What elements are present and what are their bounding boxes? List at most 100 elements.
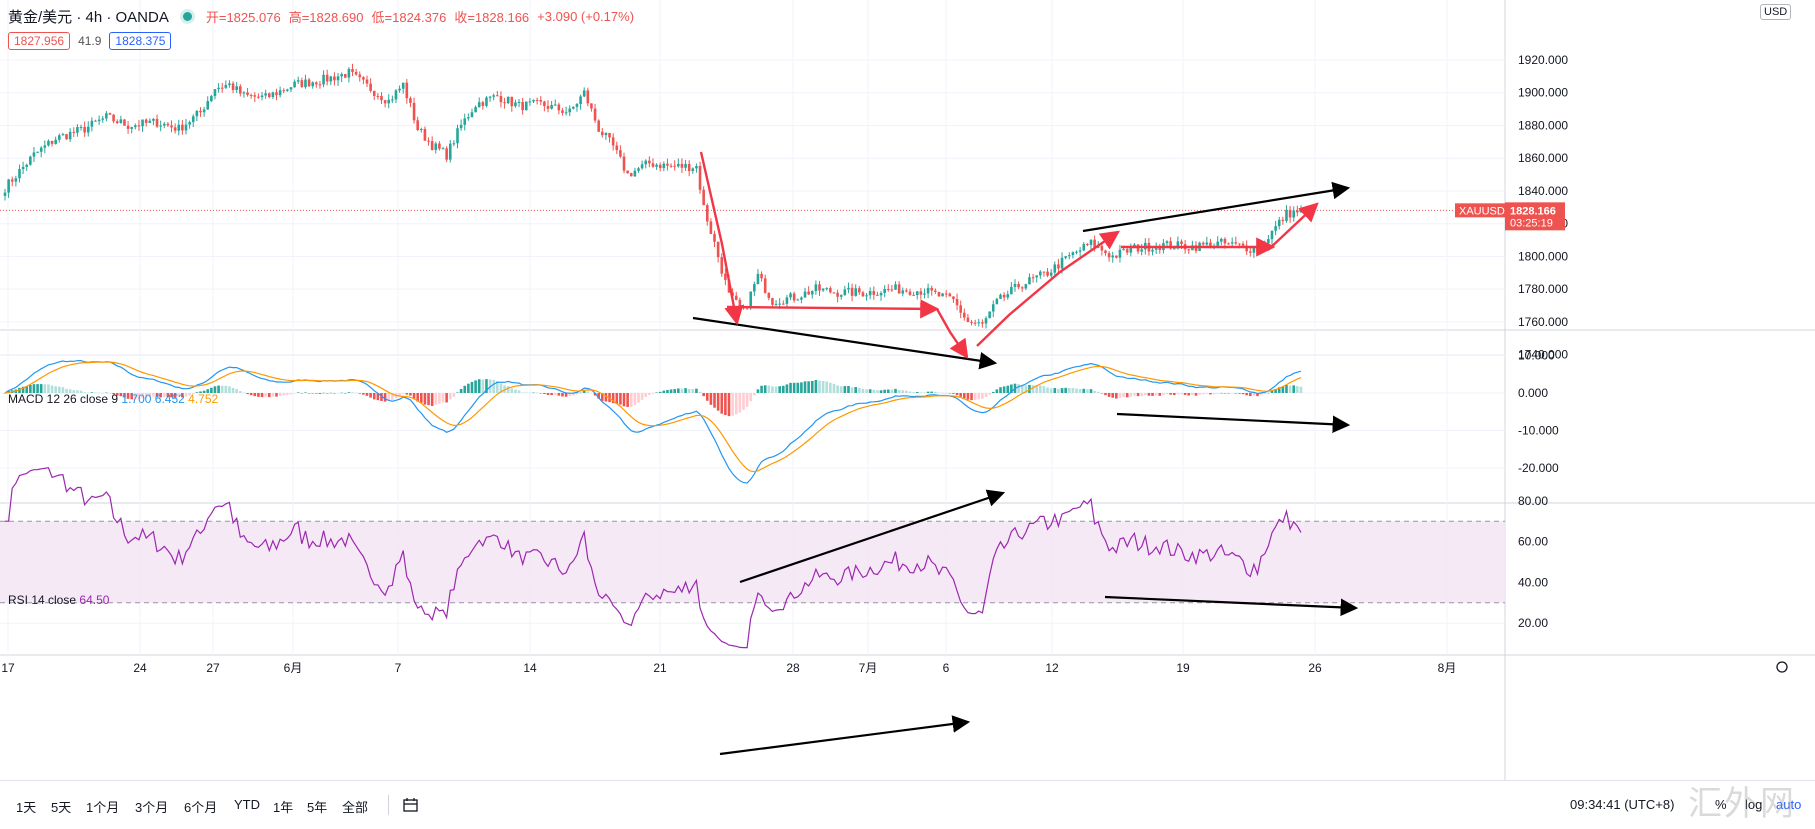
candle-body — [246, 92, 249, 95]
candle-body — [597, 120, 600, 132]
candle-body — [988, 311, 991, 319]
candle-body — [1039, 271, 1042, 276]
last-price-tag-bg — [1505, 202, 1565, 231]
annotation-arrow — [739, 489, 1006, 584]
macd-histogram-bar — [401, 393, 405, 394]
candle-body — [1252, 247, 1256, 253]
candle-body — [492, 95, 495, 97]
range-1y-button[interactable]: 1年 — [273, 800, 294, 815]
macd-histogram-bar — [1078, 388, 1082, 393]
macd-histogram-bar — [843, 386, 847, 393]
candle-body — [561, 110, 564, 113]
candle-body — [575, 104, 579, 107]
range-3m-button[interactable]: 3个月 — [135, 800, 169, 815]
candle-body — [926, 287, 930, 294]
macd-histogram-bar — [315, 393, 318, 394]
macd-histogram-bar — [854, 387, 857, 393]
macd-histogram-bar — [774, 386, 778, 393]
time-axis-label: 8月 — [1438, 661, 1457, 675]
macd-histogram-bar — [926, 391, 930, 393]
candle-body — [101, 118, 105, 120]
chart-canvas[interactable]: 17 24 27 6月 7 14 21 28 7月 6 12 19 26 8月 1920.000 1900.0… — [0, 0, 1815, 780]
macd-legend[interactable]: MACD 12 26 close 9 1.700 6.452 4.752 — [8, 392, 218, 406]
macd-histogram-bar — [1172, 393, 1176, 396]
candle-body — [188, 122, 191, 125]
candle-body — [50, 140, 54, 144]
candle-body — [1220, 238, 1223, 242]
macd-histogram-bar — [365, 393, 369, 396]
macd-histogram-bar — [553, 393, 557, 395]
macd-histogram-bar — [369, 393, 372, 398]
time-axis-label: 27 — [206, 661, 220, 675]
log-scale-button[interactable]: log — [1745, 797, 1763, 812]
candle-body — [333, 76, 336, 81]
sell-price-button[interactable]: 1827.956 — [8, 32, 71, 50]
candle-body — [65, 134, 68, 140]
macd-histogram-bar — [948, 393, 952, 394]
macd-histogram-bar — [753, 393, 756, 396]
candle-body — [467, 117, 470, 119]
macd-histogram-bar — [441, 393, 445, 403]
clock-timezone[interactable]: 09:34:41 (UTC+8) — [1570, 797, 1675, 812]
buy-price-button[interactable]: 1828.375 — [109, 32, 172, 50]
candle-body — [521, 101, 524, 111]
macd-histogram-bar — [970, 393, 973, 401]
macd-histogram-bar — [601, 393, 604, 401]
candle-body — [14, 178, 18, 182]
macd-histogram-bar — [1010, 384, 1013, 393]
candle-body — [438, 143, 441, 149]
candle-body — [1129, 247, 1133, 253]
macd-histogram-bar — [94, 392, 97, 393]
candle-body — [626, 170, 629, 174]
macd-histogram-bar — [637, 393, 640, 403]
percent-scale-button[interactable]: % — [1715, 797, 1727, 812]
macd-histogram-bar — [1096, 391, 1100, 393]
candle-body — [278, 90, 282, 96]
candle-body — [553, 104, 557, 106]
range-1d-button[interactable]: 1天 — [16, 800, 37, 815]
candle-body — [919, 291, 923, 295]
candle-body — [441, 148, 445, 150]
range-1m-button[interactable]: 1个月 — [86, 800, 120, 815]
candle-body — [1172, 248, 1176, 250]
auto-scale-button[interactable]: auto — [1776, 797, 1802, 812]
range-ytd-button[interactable]: YTD — [234, 797, 260, 812]
macd-histogram-bar — [434, 393, 438, 405]
macd-histogram-bar — [807, 381, 810, 393]
range-6m-button[interactable]: 6个月 — [184, 800, 218, 815]
candle-body — [1118, 249, 1122, 258]
candle-body — [557, 104, 561, 111]
candle-body — [430, 141, 434, 151]
currency-selector[interactable]: USD — [1760, 4, 1792, 20]
macd-histogram-bar — [1165, 393, 1169, 395]
rsi-label: RSI 14 close — [8, 593, 77, 607]
rsi-legend[interactable]: RSI 14 close 64.50 — [8, 593, 109, 607]
candle-body — [738, 299, 742, 307]
macd-histogram-bar — [1053, 388, 1057, 393]
candle-body — [394, 90, 398, 100]
candle-body — [401, 82, 405, 89]
macd-histogram-bar — [702, 393, 705, 397]
macd-histogram-bar — [1227, 393, 1230, 394]
symbol-title[interactable]: 黄金/美元 · 4h · OANDA — [8, 9, 169, 26]
macd-histogram-bar — [257, 393, 260, 397]
range-all-button[interactable]: 全部 — [342, 800, 369, 815]
candle-body — [1104, 250, 1107, 254]
macd-histogram-bar — [955, 393, 959, 396]
rsi-value: 64.50 — [79, 593, 110, 607]
range-5y-button[interactable]: 5年 — [307, 800, 328, 815]
candle-body — [883, 288, 886, 294]
macd-histogram-bar — [582, 390, 586, 393]
candle-body — [148, 120, 152, 123]
candle-body — [604, 132, 608, 136]
candle-body — [68, 131, 72, 140]
goto-date-icon[interactable] — [402, 797, 420, 816]
candle-body — [1263, 243, 1267, 245]
macd-histogram-bar — [32, 384, 36, 393]
range-5d-button[interactable]: 5天 — [51, 800, 72, 815]
macd-histogram-bar — [300, 393, 304, 394]
macd-histogram-bar — [1194, 393, 1198, 396]
candle-body — [756, 273, 760, 285]
annotation-arrow — [1104, 595, 1359, 617]
macd-histogram-bar — [239, 391, 242, 393]
